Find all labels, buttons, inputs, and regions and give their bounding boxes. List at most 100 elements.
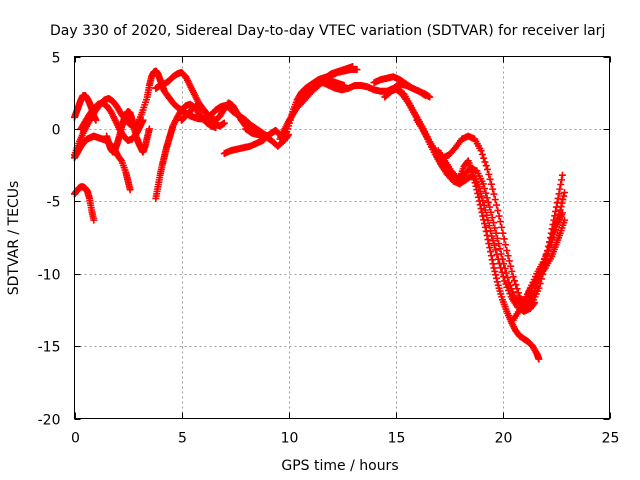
data-point [496,218,504,226]
data-point [491,196,499,204]
data-point [559,196,567,204]
data-point [479,212,487,220]
data-point [555,190,563,198]
data-point [477,147,485,155]
data-point [493,274,501,282]
data-point [481,220,489,228]
y-tick-label: -5 [47,195,61,211]
data-point [503,247,511,255]
data-point [485,170,493,178]
data-point [501,241,509,249]
data-point [485,222,493,230]
data-point [508,267,516,275]
data-point [475,183,483,191]
y-axis-label: SDTVAR / TECUs [6,181,22,296]
data-point [509,273,517,281]
data-point [494,207,502,215]
plot-frame [74,56,610,419]
series-7 [152,68,263,136]
data-point [510,291,518,299]
data-point [492,229,500,237]
data-point [482,189,490,197]
series-14 [370,73,434,101]
data-point [491,224,499,232]
data-point [92,116,100,124]
data-point [489,237,497,245]
data-point [493,201,501,209]
y-tick-label: -20 [38,413,61,429]
data-point [505,257,513,265]
data-point [484,165,492,173]
data-point [490,190,498,198]
data-point [504,274,512,282]
data-point [507,262,515,270]
data-point [479,197,487,205]
x-axis-label: GPS time / hours [281,458,398,474]
data-point [557,203,565,211]
x-tick-label: 15 [388,431,406,447]
data-point [481,158,489,166]
data-point [481,223,489,231]
data-point [484,236,492,244]
data-point [535,355,543,363]
data-point [499,255,506,263]
data-point [557,181,565,189]
data-point [558,199,566,207]
axis-ticks: 0 5 10 15 20 25 -20 -15 -10 -5 0 5 [38,51,620,447]
data-point [481,185,489,193]
data-point [488,232,496,240]
data-point [512,281,520,289]
data-point [126,186,134,194]
data-point [493,278,501,286]
data-point [498,268,506,276]
data-point [492,246,500,254]
data-point [480,201,488,209]
data-point [353,66,361,74]
data-point [558,176,566,184]
data-point [484,198,492,206]
data-point [490,219,498,227]
data-point [489,185,497,193]
data-point [483,211,491,219]
y-tick-label: -10 [38,268,61,284]
data-point [491,267,499,275]
data-point [488,214,496,222]
data-point [492,271,500,279]
data-point [490,241,498,249]
data-point [499,229,507,237]
data-point [500,235,508,243]
data-point [509,288,517,296]
series-0 [71,183,98,224]
data-point [486,175,494,183]
data-point [558,171,566,179]
data-point [504,252,512,260]
data-point [478,192,486,200]
data-point [507,285,515,293]
data-point [484,216,492,224]
x-tick-label: 5 [178,431,187,447]
data-point [483,194,491,202]
data-point [478,150,486,158]
data-point [139,116,147,124]
data-point [561,189,569,197]
data-point [496,245,504,253]
data-point [487,227,495,235]
chart-title: Day 330 of 2020, Sidereal Day-to-day VTE… [50,23,605,39]
data-point [90,216,98,224]
data-point [145,125,153,133]
y-tick-label: 5 [52,51,61,67]
series-15 [381,84,543,363]
data-point [490,264,498,272]
data-points [71,63,569,363]
data-point [497,250,505,258]
data-point [501,264,509,272]
x-tick-label: 20 [495,431,513,447]
data-point [481,206,489,214]
data-point [498,223,506,231]
y-tick-label: 0 [52,123,61,139]
x-tick-label: 25 [602,431,620,447]
data-point [502,269,510,277]
data-point [514,289,522,297]
data-point [495,212,503,220]
